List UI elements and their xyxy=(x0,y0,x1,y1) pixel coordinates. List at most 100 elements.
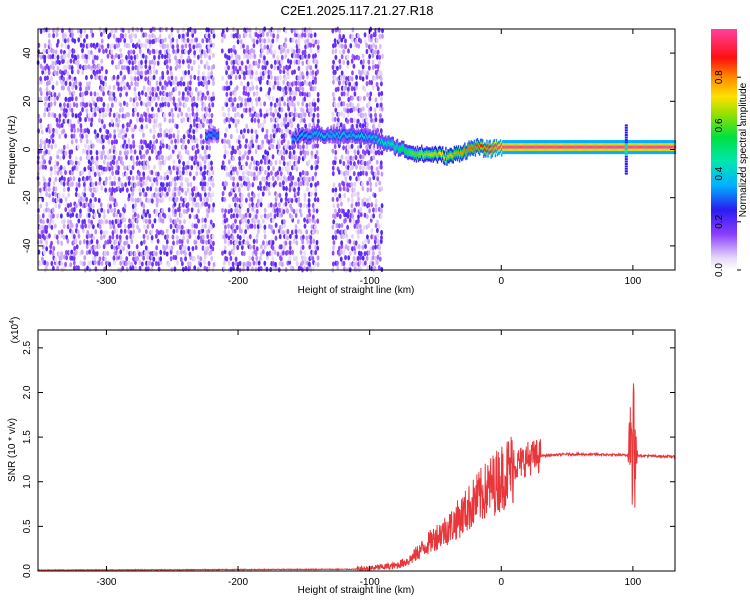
spectrogram-cell xyxy=(256,198,260,204)
spectrogram-cell xyxy=(79,155,83,162)
spectrogram-cell xyxy=(359,170,363,177)
spectrogram-cell xyxy=(171,148,175,154)
spectrogram-cell xyxy=(54,176,58,182)
spectrogram-cell xyxy=(77,37,81,43)
spectrogram-cell xyxy=(280,96,284,102)
spectrogram-cell xyxy=(70,133,74,139)
spectrogram-cell xyxy=(95,239,99,245)
spectrogram-ridge-core xyxy=(501,148,503,152)
spectrogram-cell xyxy=(115,159,119,165)
spectrogram-cell xyxy=(269,31,273,38)
spectrogram-cell xyxy=(288,101,292,107)
spectrogram-cell xyxy=(105,229,108,235)
spectrogram-cell xyxy=(95,186,99,193)
spectrogram-cell xyxy=(200,106,204,112)
spectrogram-cell xyxy=(132,229,135,235)
spectrogram-cell xyxy=(140,64,143,70)
spectrogram-cell xyxy=(72,207,76,213)
spectrogram-ridge-core xyxy=(346,135,348,139)
spectrogram-cell xyxy=(149,86,153,92)
spectrogram-ridge-core xyxy=(519,145,522,149)
spectrogram-ridge-core xyxy=(368,134,370,138)
spectrogram-cell xyxy=(176,217,180,223)
spectrogram-cell xyxy=(87,223,91,230)
spectrogram-cell xyxy=(234,118,238,124)
spectrogram-cell xyxy=(102,91,105,97)
spectrogram-cell xyxy=(349,261,352,268)
spectrogram-cell xyxy=(223,213,227,219)
spectrogram-cell xyxy=(271,154,275,160)
spectrogram-ridge-core xyxy=(535,145,538,149)
spectrogram-cell xyxy=(221,250,224,256)
spectrogram-cell xyxy=(64,96,68,102)
spectrogram-cell xyxy=(172,48,175,54)
spectrogram-cell xyxy=(142,101,146,107)
spectrogram-ridge-core xyxy=(599,145,602,149)
spectrogram-cell xyxy=(130,55,133,61)
spectrogram-cell xyxy=(223,153,227,160)
spectrogram-cell xyxy=(344,155,348,161)
spectrogram-cell xyxy=(266,254,269,261)
spectrogram-cell xyxy=(131,164,135,171)
spectrogram-cell xyxy=(150,198,154,204)
spectrogram-cell xyxy=(102,113,105,119)
spectrogram-cell xyxy=(306,181,310,187)
spectrogram-cell xyxy=(174,80,178,86)
spectrogram-cell xyxy=(119,53,123,59)
spectrogram-cell xyxy=(357,201,361,207)
spectrogram-cell xyxy=(250,134,254,140)
spectrogram-cell xyxy=(253,165,256,171)
spectrogram-cell xyxy=(355,74,358,80)
spectrogram-cell xyxy=(43,250,46,256)
spectrogram-cell xyxy=(297,33,301,39)
spectrogram-cell xyxy=(368,208,372,214)
spectrogram-cell xyxy=(365,42,369,49)
spectrogram-cell xyxy=(57,203,61,209)
spectrogram-cell xyxy=(287,166,290,172)
spectrogram-cell xyxy=(104,240,108,246)
spectrogram-cell xyxy=(244,240,248,246)
spectrogram-cell xyxy=(246,81,250,87)
spectrogram-cell xyxy=(306,38,310,44)
spectrogram-cell xyxy=(316,180,320,186)
spectrogram-cell xyxy=(85,243,89,250)
spectrogram-cell xyxy=(91,96,95,103)
spectrogram-cell xyxy=(93,91,97,97)
spectrogram-cell xyxy=(286,161,290,167)
spectrogram-cell xyxy=(106,250,110,256)
spectrogram-cell xyxy=(146,107,150,113)
spectrogram-cell xyxy=(44,164,47,170)
spectrogram-cell xyxy=(279,175,283,181)
spectrogram-cell xyxy=(201,155,205,162)
spectrogram-cell xyxy=(338,193,342,199)
spectrogram-cell xyxy=(194,159,198,165)
spectrogram-cell xyxy=(56,170,60,176)
spectrogram-cell xyxy=(370,117,373,123)
spectrogram-cell xyxy=(209,180,213,186)
spectrogram-cell xyxy=(55,31,59,38)
spectrogram-cell xyxy=(152,48,156,55)
spectrogram-cell xyxy=(64,150,68,156)
spectrogram-cell xyxy=(248,145,252,151)
spectrogram-cell xyxy=(282,87,285,93)
spectrogram-cell xyxy=(129,49,133,55)
spectrogram-cell xyxy=(125,187,129,193)
spectrogram-cell xyxy=(263,213,267,219)
spectrogram-cell xyxy=(100,219,104,225)
spectrogram-cell xyxy=(294,38,298,45)
spectrogram-cell xyxy=(106,161,110,167)
spectrogram-cell xyxy=(119,244,123,250)
spectrogram-cell xyxy=(206,118,209,124)
spectrogram-cell xyxy=(376,49,380,55)
spectrogram-cell xyxy=(160,191,164,197)
spectrogram-ridge-core xyxy=(345,134,347,138)
spectrogram-cell xyxy=(371,52,375,59)
spectrogram-cell xyxy=(208,224,212,230)
spectrogram-cell xyxy=(74,203,78,209)
spectrogram-cell xyxy=(261,127,265,133)
spectrogram-cell xyxy=(110,54,114,60)
spectrogram-cell xyxy=(48,193,51,199)
spectrogram-ridge-core xyxy=(432,154,434,158)
spectrogram-cell xyxy=(119,187,122,194)
spectrogram-cell xyxy=(365,122,369,128)
